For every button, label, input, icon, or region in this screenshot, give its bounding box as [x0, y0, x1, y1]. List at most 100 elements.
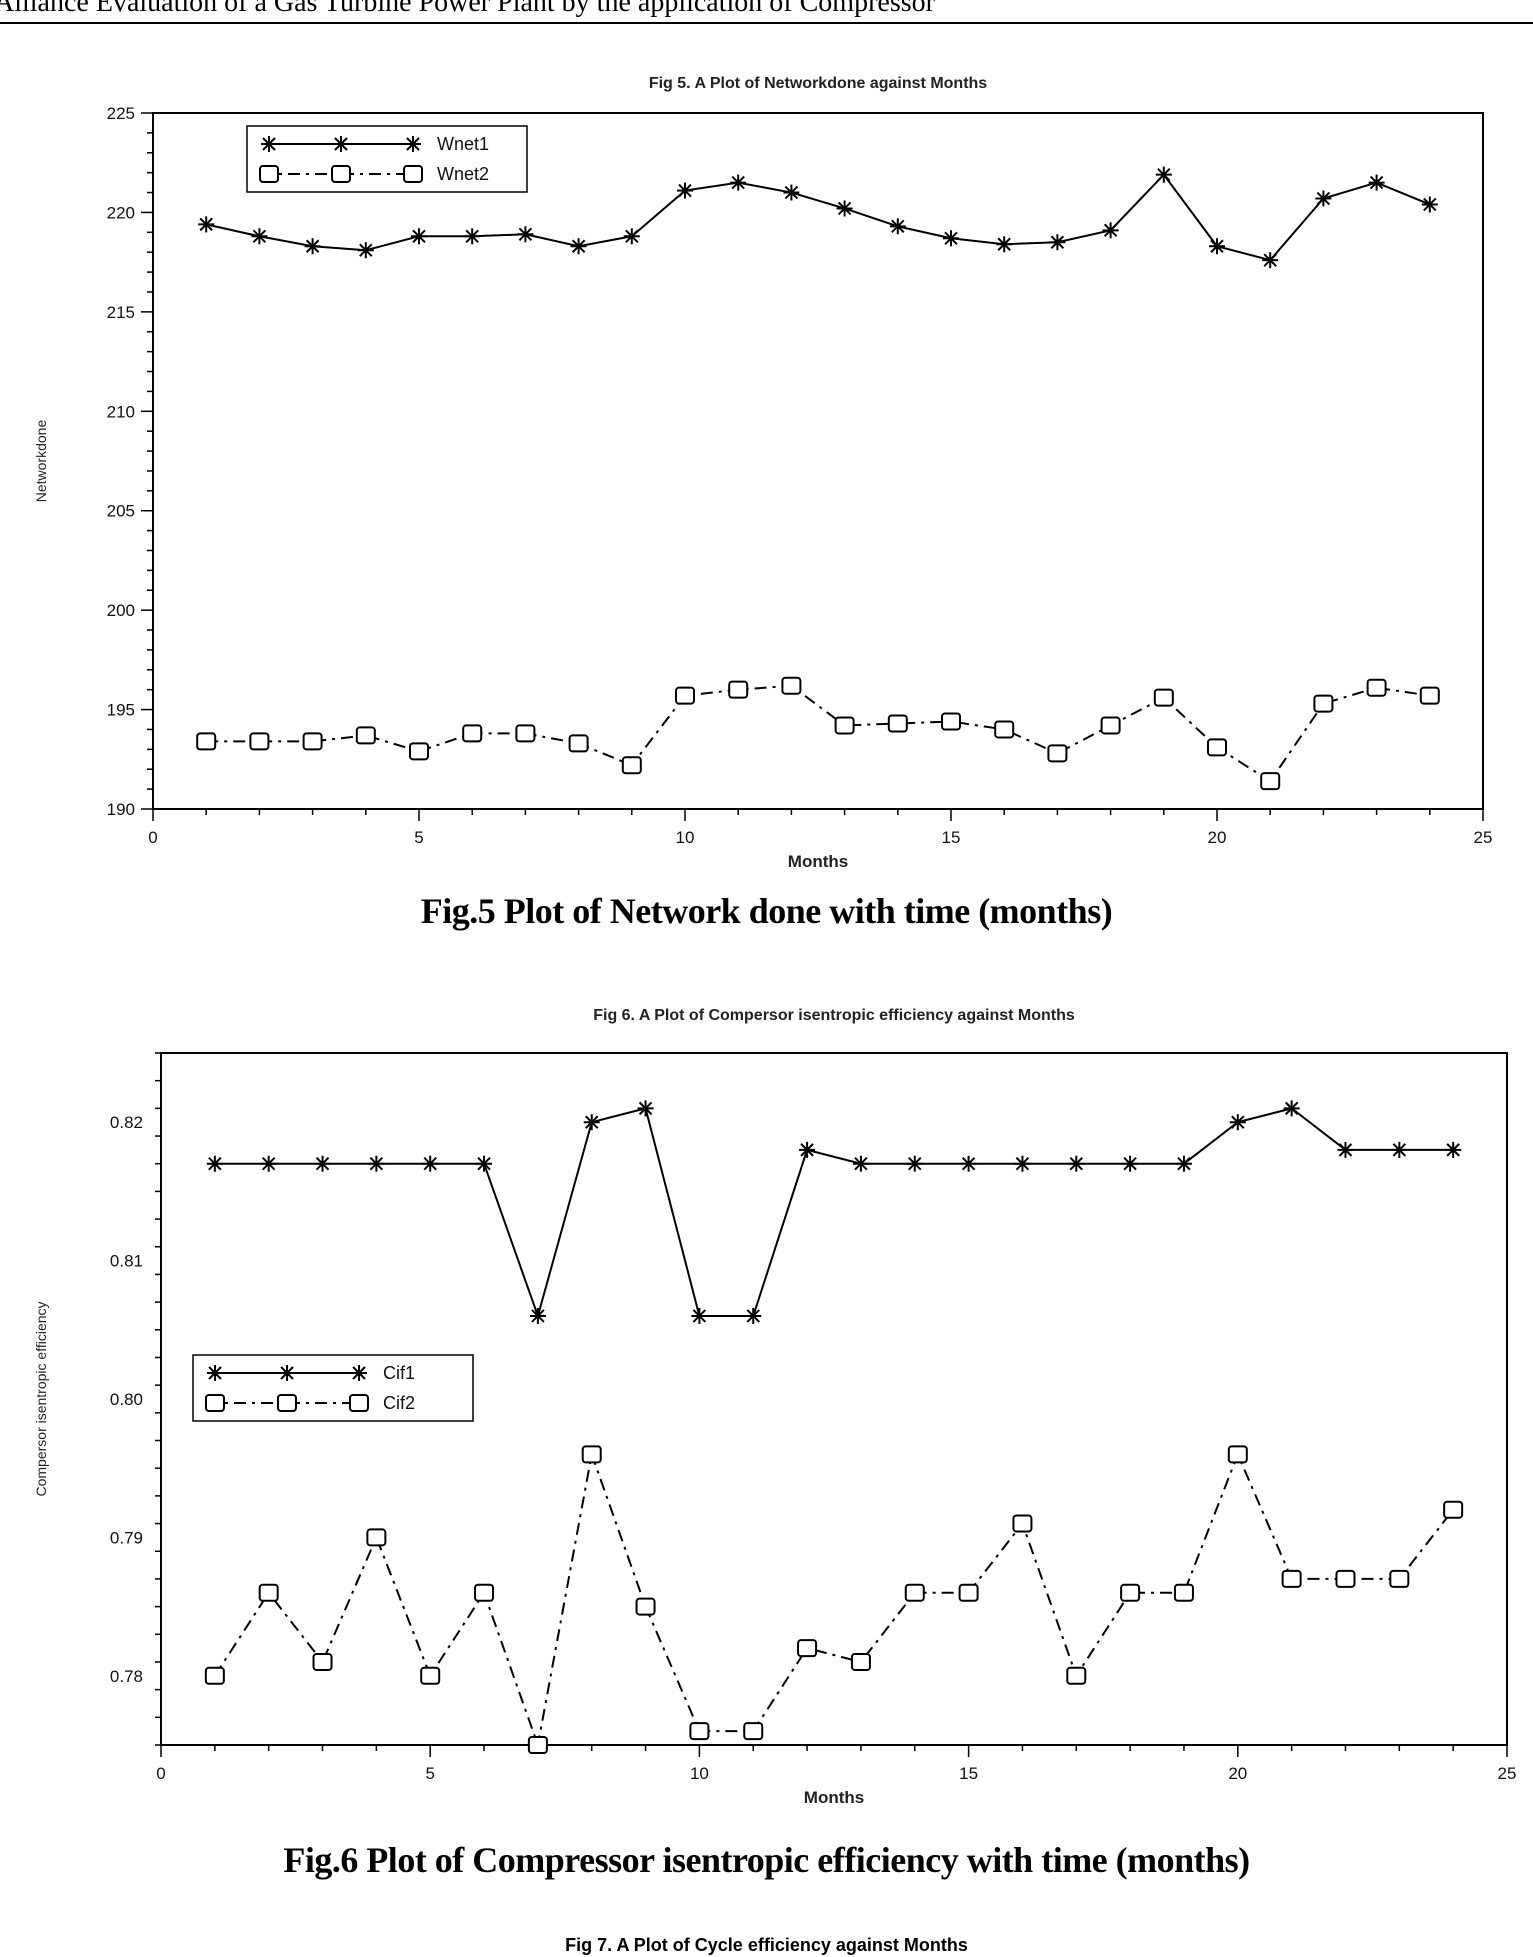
- data-point-Cif1: [906, 1155, 923, 1172]
- data-point-Cif2: [1335, 1569, 1356, 1588]
- data-point-Wnet1: [943, 230, 959, 247]
- data-point-Wnet1: [198, 216, 215, 233]
- x-tick-label: 5: [425, 1764, 434, 1783]
- data-point-Wnet2: [1419, 686, 1440, 705]
- legend-marker-Cif2: [205, 1394, 225, 1412]
- y-tick-label: 205: [107, 502, 135, 521]
- data-point-Wnet1: [570, 238, 587, 255]
- chart-fig6-compressor-efficiency: Fig 6. A Plot of Compersor isentropic ef…: [33, 1007, 1516, 1807]
- data-point-Cif1: [745, 1307, 762, 1324]
- data-point-Cif2: [581, 1445, 602, 1464]
- legend-marker-Cif1: [207, 1365, 223, 1381]
- legend-marker-Wnet1: [261, 136, 277, 152]
- data-point-Wnet2: [249, 732, 270, 751]
- data-point-Cif2: [527, 1736, 548, 1754]
- data-point-Cif2: [1281, 1569, 1302, 1588]
- data-point-Wnet1: [357, 242, 374, 259]
- data-point-Wnet2: [781, 676, 802, 695]
- data-point-Cif1: [529, 1307, 546, 1324]
- data-point-Wnet2: [887, 714, 908, 733]
- data-point-Wnet1: [623, 228, 640, 245]
- data-point-Cif1: [852, 1155, 869, 1172]
- data-point-Cif1: [1283, 1100, 1300, 1117]
- data-point-Wnet1: [1102, 222, 1119, 239]
- data-point-Cif2: [743, 1722, 764, 1741]
- data-point-Cif1: [476, 1155, 493, 1172]
- data-point-Cif2: [474, 1583, 495, 1602]
- data-point-Wnet1: [889, 218, 906, 235]
- data-point-Wnet1: [1368, 174, 1385, 191]
- data-point-Wnet1: [677, 182, 693, 199]
- data-point-Wnet2: [941, 712, 961, 731]
- legend: Wnet1 Wnet2: [246, 125, 528, 193]
- data-point-Cif2: [1066, 1666, 1087, 1685]
- legend-marker-Cif2: [349, 1394, 369, 1412]
- data-point-Cif2: [1443, 1500, 1464, 1519]
- y-tick-label: 220: [107, 203, 135, 222]
- fig6-caption: Fig.6 Plot of Compressor isentropic effi…: [283, 1840, 1250, 1880]
- data-point-Cif1: [422, 1155, 439, 1172]
- data-point-Wnet1: [1049, 234, 1066, 251]
- data-point-Wnet2: [515, 724, 536, 743]
- y-tick-label: 0.79: [110, 1528, 143, 1547]
- data-point-Wnet1: [411, 228, 427, 245]
- running-head: Alliance Evaluation of a Gas Turbine Pow…: [0, 0, 1533, 24]
- y-tick-label: 190: [107, 800, 135, 819]
- data-point-Cif1: [368, 1155, 385, 1172]
- data-point-Cif1: [1122, 1155, 1139, 1172]
- x-tick-label: 0: [148, 828, 157, 847]
- data-point-Wnet1: [304, 238, 321, 255]
- series-Wnet1: [198, 166, 1438, 269]
- data-point-Wnet2: [621, 756, 642, 775]
- data-point-Cif2: [689, 1722, 710, 1741]
- data-point-Wnet2: [994, 720, 1015, 739]
- legend: Cif1 Cif2: [192, 1354, 474, 1422]
- data-point-Cif2: [312, 1652, 333, 1671]
- data-point-Cif1: [960, 1155, 977, 1172]
- legend-marker-Wnet1: [405, 136, 421, 152]
- data-point-Wnet2: [1153, 688, 1174, 707]
- data-point-Wnet1: [517, 226, 534, 243]
- data-point-Cif2: [850, 1652, 871, 1671]
- y-tick-label: 200: [107, 601, 135, 620]
- data-point-Wnet1: [464, 228, 481, 245]
- data-point-Cif1: [1229, 1114, 1246, 1131]
- data-point-Cif2: [904, 1583, 925, 1602]
- data-point-Cif2: [1389, 1569, 1410, 1588]
- y-tick-label: 0.80: [110, 1390, 143, 1409]
- data-point-Wnet1: [996, 236, 1013, 253]
- x-tick-label: 15: [959, 1764, 978, 1783]
- data-point-Cif2: [204, 1666, 225, 1685]
- y-tick-label: 225: [107, 104, 135, 123]
- data-point-Cif1: [637, 1100, 654, 1117]
- running-head-text: Alliance Evaluation of a Gas Turbine Pow…: [0, 0, 935, 18]
- y-tick-label: 195: [107, 701, 135, 720]
- data-point-Wnet2: [834, 716, 855, 735]
- data-point-Cif2: [1173, 1583, 1194, 1602]
- series-Wnet2: [196, 676, 1440, 791]
- data-point-Cif2: [1012, 1514, 1033, 1533]
- data-point-Cif2: [420, 1666, 441, 1685]
- x-tick-label: 25: [1474, 828, 1493, 847]
- x-axis-label: Months: [804, 1788, 864, 1807]
- data-point-Wnet2: [675, 686, 695, 705]
- data-point-Cif2: [258, 1583, 279, 1602]
- series-line-Wnet1: [205, 173, 1431, 262]
- x-tick-label: 10: [690, 1764, 709, 1783]
- y-axis-label: Compersor isentropic efficiency: [33, 1301, 49, 1496]
- data-point-Wnet2: [1366, 678, 1387, 697]
- series-line-Wnet2: [206, 684, 1430, 783]
- data-point-Wnet1: [1209, 238, 1225, 255]
- data-point-Cif1: [1068, 1155, 1085, 1172]
- data-point-Wnet2: [728, 680, 749, 699]
- data-point-Wnet1: [730, 174, 747, 191]
- y-tick-label: 0.81: [110, 1252, 143, 1271]
- legend-box: [192, 1354, 474, 1422]
- chart-title: Fig 6. A Plot of Compersor isentropic ef…: [593, 1007, 1075, 1024]
- y-tick-label: 0.82: [110, 1113, 143, 1132]
- chart-fig5-networkdone: Fig 5. A Plot of Networkdone against Mon…: [33, 75, 1493, 871]
- data-point-Wnet2: [568, 734, 589, 753]
- legend-marker-Cif2: [277, 1394, 297, 1412]
- series-line-Cif1: [214, 1107, 1454, 1320]
- series-Cif1: [206, 1100, 1462, 1324]
